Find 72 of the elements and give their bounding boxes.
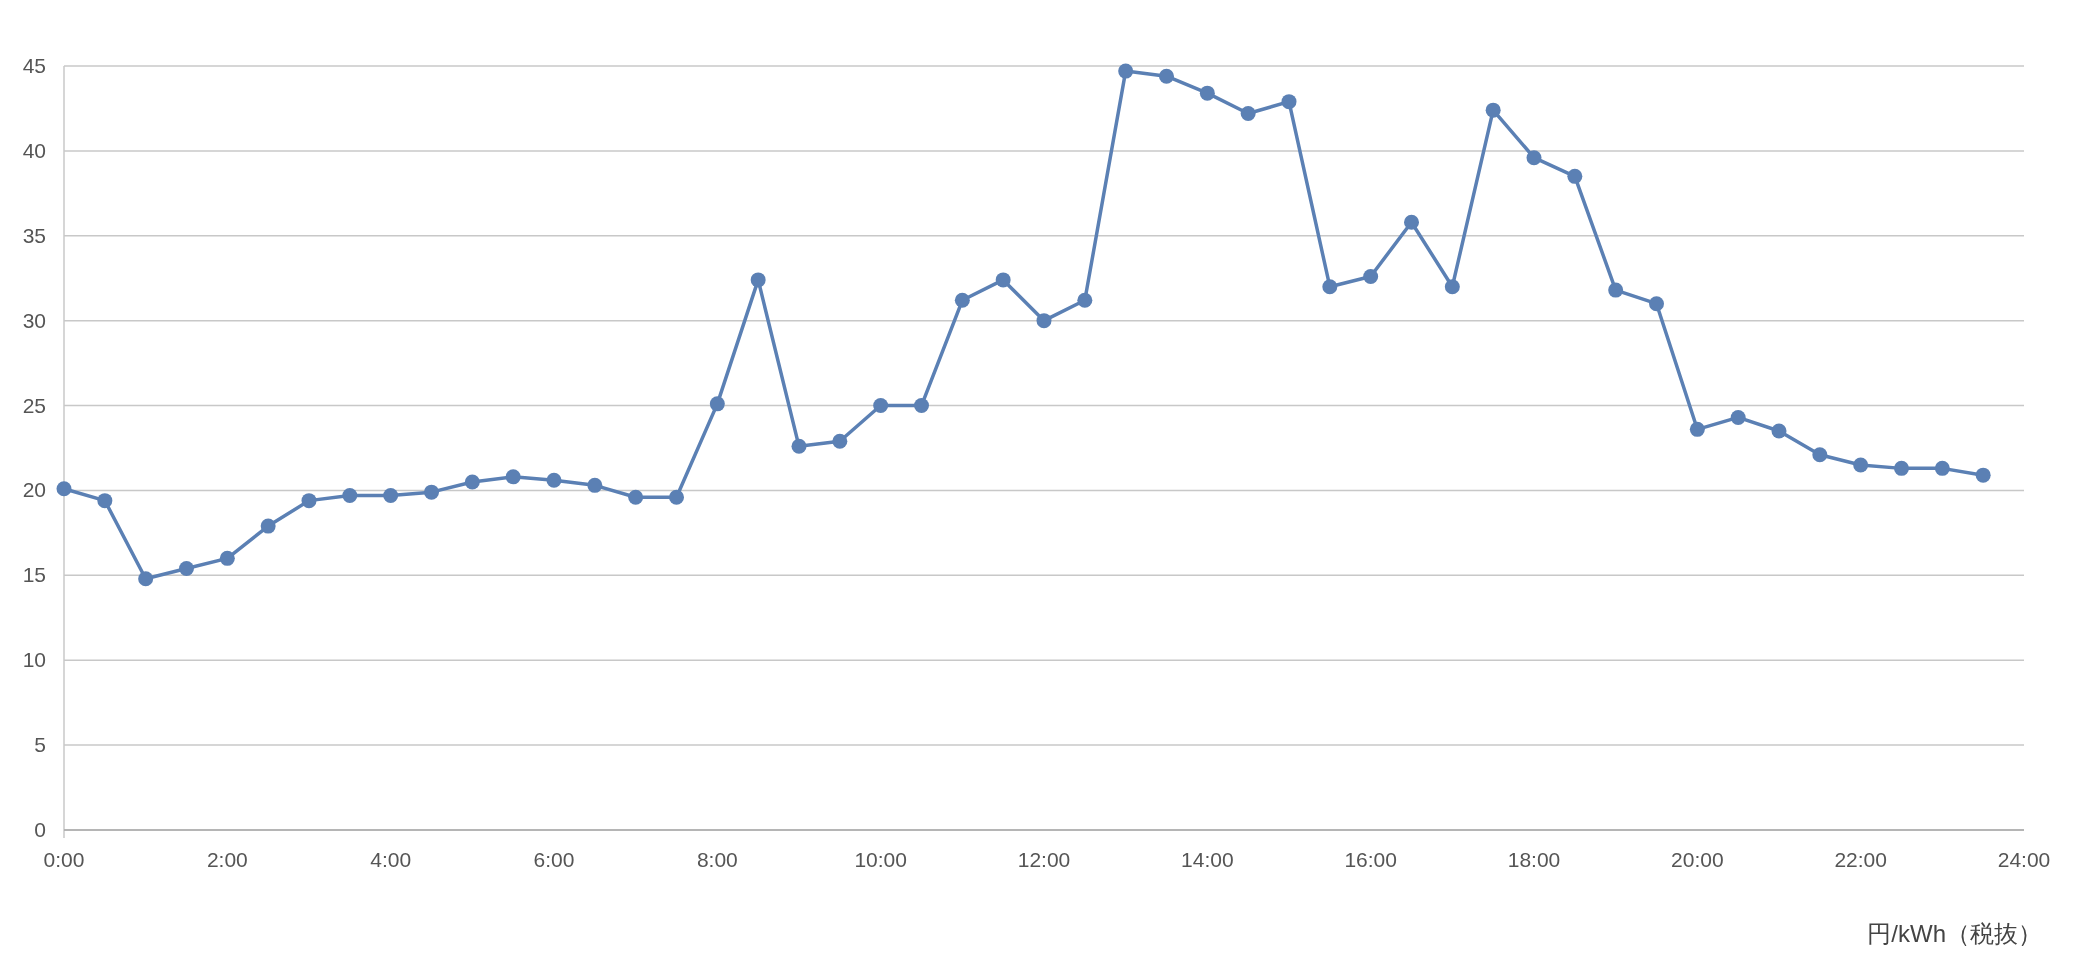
y-tick-label: 0 (34, 818, 46, 841)
x-tick-label: 2:00 (206, 848, 248, 871)
x-tick-label: 20:00 (1671, 848, 1724, 871)
point (1526, 150, 1542, 166)
point (832, 433, 848, 449)
point (1649, 296, 1664, 312)
point (1240, 106, 1256, 122)
x-tick-label: 6:00 (533, 848, 575, 871)
point (750, 272, 766, 288)
y-tick-label: 45 (22, 54, 46, 77)
y-tick-label: 25 (22, 393, 46, 417)
point (1199, 85, 1215, 101)
point (1608, 282, 1624, 298)
y-tick-label: 40 (22, 138, 46, 162)
point (424, 484, 439, 500)
y-tick-label: 20 (22, 478, 46, 502)
point (1975, 467, 1991, 483)
point (1159, 68, 1174, 84)
point (505, 469, 521, 485)
point (1363, 269, 1379, 285)
point (546, 472, 562, 488)
x-tick-label: 14:00 (1181, 848, 1234, 871)
y-tick-label: 15 (22, 563, 46, 587)
point (179, 561, 194, 577)
x-tick-label: 24:00 (1997, 848, 2051, 871)
point (1934, 460, 1950, 476)
x-tick-label: 18:00 (1507, 848, 1561, 871)
point (709, 396, 725, 412)
y-tick-label: 30 (22, 308, 46, 332)
point (464, 474, 480, 490)
point (1853, 457, 1869, 473)
point (1118, 63, 1134, 79)
point (873, 398, 889, 414)
y-tick-label: 5 (34, 733, 46, 757)
point (1894, 460, 1909, 476)
point (791, 438, 807, 454)
point (1485, 102, 1501, 118)
x-tick-label: 16:00 (1344, 848, 1397, 871)
point (260, 518, 276, 534)
point (138, 571, 154, 587)
point (1077, 292, 1093, 308)
point (669, 489, 684, 505)
point (1404, 214, 1419, 230)
point (1444, 279, 1460, 295)
point (1281, 94, 1297, 110)
point (301, 493, 317, 509)
text: 円/kWh（税抜） (1867, 920, 2042, 947)
x-tick-label: 12:00 (1017, 848, 1071, 871)
point (914, 398, 929, 414)
point (1567, 168, 1583, 184)
point (97, 493, 113, 509)
point (1689, 421, 1705, 437)
point (383, 488, 399, 504)
point (1812, 447, 1828, 463)
point (995, 272, 1011, 288)
x-tick-label: 0:00 (43, 848, 85, 871)
point (1771, 423, 1787, 439)
point (1036, 313, 1052, 329)
point (628, 489, 644, 505)
x-tick-label: 22:00 (1834, 848, 1887, 871)
point (954, 292, 970, 308)
point (219, 550, 235, 566)
y-tick-label: 35 (22, 223, 46, 247)
point (1322, 279, 1338, 295)
point (56, 481, 72, 497)
x-tick-label: 10:00 (854, 848, 907, 871)
point (342, 488, 358, 504)
y-tick-label: 10 (22, 648, 46, 672)
x-tick-label: 4:00 (370, 848, 412, 871)
point (587, 477, 603, 493)
point (1730, 409, 1746, 425)
x-tick-label: 8:00 (696, 848, 738, 871)
